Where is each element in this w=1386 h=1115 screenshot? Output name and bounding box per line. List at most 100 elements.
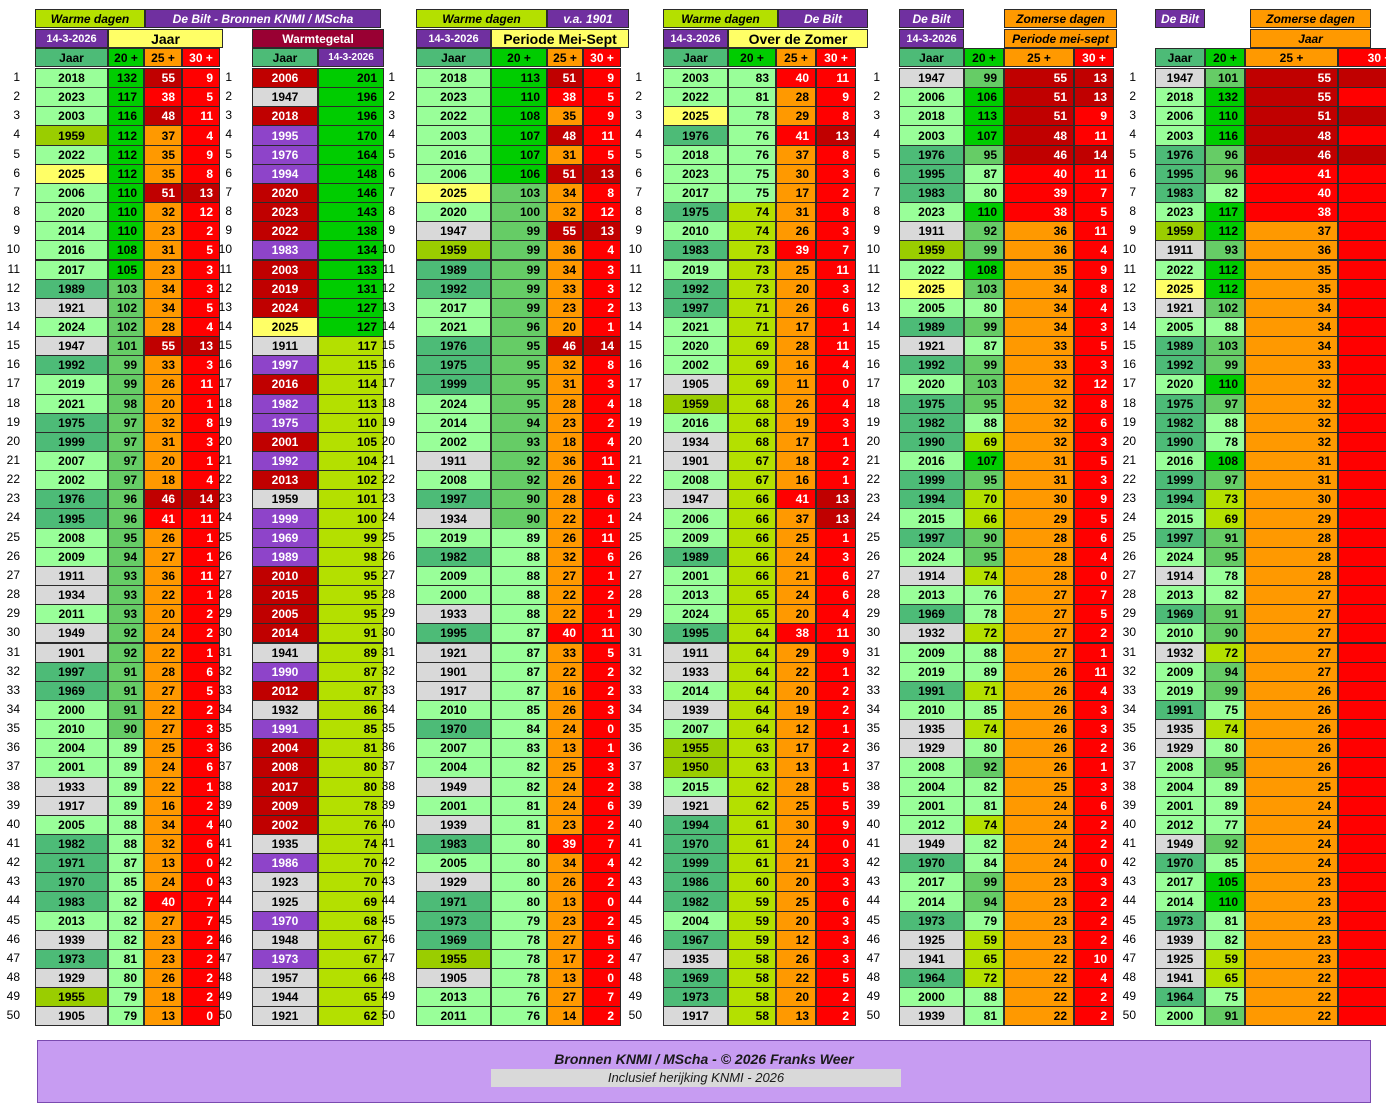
table-3-row-cell: 28 (547, 489, 583, 510)
table-3-row-cell: 108 (491, 106, 547, 127)
table-1-row-cell: 35 (144, 163, 182, 184)
table-3-subtitle-1: 14-3-2026 (416, 29, 491, 48)
rank-number: 28 (218, 587, 232, 602)
rank-number: 3 (635, 108, 642, 123)
table-6-row-cell: 4 (1338, 546, 1386, 567)
table-6-row-cell: 2005 (1155, 316, 1205, 338)
rank-number: 13 (866, 299, 880, 314)
table-4-row-cell: 4 (816, 604, 856, 625)
table-6-row-cell: 1992 (1155, 355, 1205, 376)
table-3-row-cell: 84 (491, 719, 547, 740)
table-5-row-cell: 2013 (899, 585, 964, 606)
table-4-row-cell: 67 (728, 470, 776, 491)
table-6-row-cell: 12 (1338, 374, 1386, 395)
table-4-row-cell: 25 (776, 795, 816, 816)
table-1-row-cell: 2010 (35, 719, 108, 740)
table-5-row-cell: 6 (1074, 412, 1114, 433)
table-4-row-cell: 20 (776, 910, 816, 931)
table-5-row-cell: 2012 (899, 814, 964, 835)
table-3-row-cell: 4 (583, 240, 621, 261)
rank-number: 27 (866, 567, 880, 582)
table-5-row-cell: 27 (1004, 585, 1074, 606)
table-4-row-cell: 2021 (663, 316, 728, 338)
table-3-row-cell: 23 (547, 297, 583, 318)
table-6-row-cell: 14 (1338, 144, 1386, 165)
table-3-row-cell: 1917 (416, 680, 491, 701)
rank-number: 2 (225, 89, 232, 104)
table-5-row-cell: 25 (1004, 776, 1074, 797)
rank-number: 39 (866, 797, 880, 812)
table-3-row-cell: 1939 (416, 814, 491, 835)
table-6-row-cell: 1 (1338, 757, 1386, 778)
table-6-row-cell: 27 (1245, 623, 1338, 644)
table-4-row-cell: 1970 (663, 834, 728, 855)
table-2-subtitle-1: Warmtegetal (252, 29, 384, 48)
rank-number: 43 (381, 874, 395, 889)
table-3-row-cell: 9 (583, 68, 621, 89)
rank-number: 47 (866, 950, 880, 965)
table-5-row-cell: 34 (1004, 297, 1074, 318)
table-5-row-cell: 26 (1004, 719, 1074, 740)
table-5-row-cell: 11 (1074, 221, 1114, 242)
rank-number: 36 (218, 740, 232, 755)
table-1-row-cell: 97 (108, 451, 144, 472)
rank-number: 45 (6, 912, 20, 927)
table-5-row-cell: 23 (1004, 910, 1074, 931)
tables-area: Warme dagen De Bilt - Bronnen KNMI / MSch… (6, 9, 1386, 1027)
rank-number: 44 (628, 893, 642, 908)
rank-number: 1 (635, 70, 642, 84)
table-2-row-cell: 2004 (252, 738, 318, 759)
table-3-row-cell: 95 (491, 374, 547, 395)
rank-number: 41 (381, 836, 395, 850)
table-3-row-cell: 1911 (416, 451, 491, 472)
table-1-row-cell: 2017 (35, 259, 108, 280)
table-6-row-cell: 2000 (1155, 1006, 1205, 1027)
rank-number: 29 (1122, 606, 1136, 621)
table-5-row-cell: 1991 (899, 680, 964, 701)
table-6-row-cell: 3 (1338, 872, 1386, 893)
table-6-row-cell: 7 (1338, 585, 1386, 606)
table-5-row-cell: 5 (1074, 336, 1114, 357)
table-3-row-cell: 36 (547, 240, 583, 261)
table-5-row-cell: 106 (964, 87, 1004, 108)
table-5-row-cell: 3 (1074, 872, 1114, 893)
table-5-row-cell: 2001 (899, 795, 964, 816)
table-2-row-cell: 1921 (252, 1006, 318, 1027)
table-5-row-cell: 1964 (899, 968, 964, 989)
table-5-row-cell: 1939 (899, 1006, 964, 1027)
rank-number: 49 (628, 989, 642, 1004)
table-1-row-cell: 1959 (35, 125, 108, 146)
table-1-row-cell: 1982 (35, 834, 108, 855)
table-4-row-cell: 1933 (663, 661, 728, 682)
rank-number: 41 (628, 836, 642, 850)
table-6-row-cell: 93 (1205, 240, 1245, 261)
table-6-row-cell: 2 (1338, 929, 1386, 950)
table-5-row-cell: 3 (1074, 470, 1114, 491)
rank-number: 37 (866, 759, 880, 774)
table-3-row-cell: 2 (583, 872, 621, 893)
table-4-row-cell: 59 (728, 910, 776, 931)
table-5-row-cell: 11 (1074, 661, 1114, 682)
rank-number: 38 (6, 778, 20, 793)
table-4-row-cell: 64 (728, 623, 776, 644)
table-3-row-cell: 34 (547, 259, 583, 280)
rank-number: 4 (635, 127, 642, 142)
rank-number: 48 (866, 970, 880, 985)
table-1-row-cell: 2005 (35, 814, 108, 835)
table-6-row-cell: 1941 (1155, 968, 1205, 989)
table-5-row-cell: 92 (964, 757, 1004, 778)
rank-number: 3 (225, 108, 232, 123)
table-5-row-cell: 89 (964, 661, 1004, 682)
table-3-row-cell: 5 (583, 929, 621, 950)
table-3-col-header-2: 20 + (491, 48, 547, 67)
table-3-row-cell: 1999 (416, 374, 491, 395)
table-1-row-cell: 96 (108, 508, 144, 529)
table-3-row-cell: 23 (547, 814, 583, 835)
table-3-row-cell: 24 (547, 776, 583, 797)
rank-number: 46 (1122, 931, 1136, 946)
rank-number: 19 (381, 414, 395, 429)
table-5-col-header-2: 20 + (964, 48, 1004, 67)
table-4-row-cell: 3 (816, 278, 856, 299)
table-3-row-cell: 34 (547, 182, 583, 204)
table-4-row-cell: 22 (776, 968, 816, 989)
